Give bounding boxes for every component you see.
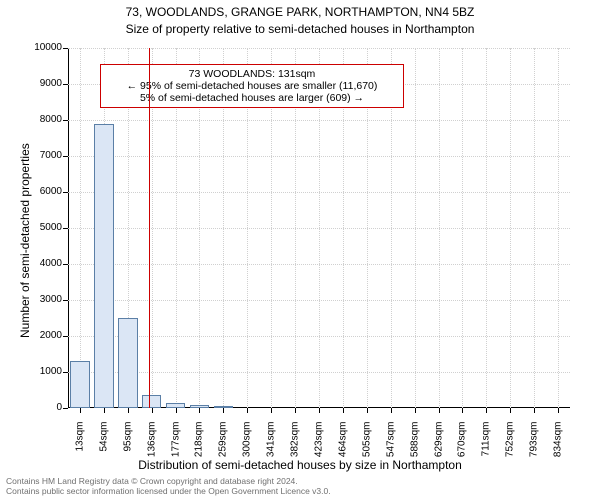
y-tick-mark xyxy=(63,120,68,121)
y-tick-mark xyxy=(63,192,68,193)
x-tick-mark xyxy=(271,408,272,413)
x-tick-mark xyxy=(319,408,320,413)
gridline-v xyxy=(558,48,559,408)
x-tick-label: 793sqm xyxy=(529,422,540,462)
gridline-v xyxy=(510,48,511,408)
x-tick-mark xyxy=(295,408,296,413)
y-tick-mark xyxy=(63,228,68,229)
x-tick-label: 670sqm xyxy=(457,422,468,462)
x-tick-mark xyxy=(247,408,248,413)
chart-title-line2: Size of property relative to semi-detach… xyxy=(0,22,600,36)
x-tick-label: 629sqm xyxy=(433,422,444,462)
x-tick-label: 341sqm xyxy=(266,422,277,462)
y-axis-label: Number of semi-detached properties xyxy=(18,143,32,338)
x-tick-mark xyxy=(223,408,224,413)
y-tick-mark xyxy=(63,264,68,265)
x-tick-mark xyxy=(439,408,440,413)
x-tick-label: 588sqm xyxy=(409,422,420,462)
gridline-v xyxy=(439,48,440,408)
x-tick-mark xyxy=(176,408,177,413)
x-tick-mark xyxy=(199,408,200,413)
property-marker-line xyxy=(149,48,150,408)
x-axis-label: Distribution of semi-detached houses by … xyxy=(0,458,600,472)
gridline-v xyxy=(80,48,81,408)
x-tick-label: 423sqm xyxy=(314,422,325,462)
histogram-bar xyxy=(118,318,138,408)
y-tick-label: 3000 xyxy=(2,294,62,305)
gridline-v xyxy=(462,48,463,408)
chart-root: 73, WOODLANDS, GRANGE PARK, NORTHAMPTON,… xyxy=(0,0,600,500)
annotation-line1: 73 WOODLANDS: 131sqm xyxy=(189,68,316,80)
y-tick-label: 4000 xyxy=(2,258,62,269)
x-tick-label: 834sqm xyxy=(553,422,564,462)
x-tick-label: 752sqm xyxy=(505,422,516,462)
histogram-bar xyxy=(142,395,162,408)
gridline-v xyxy=(486,48,487,408)
y-tick-label: 10000 xyxy=(2,42,62,53)
x-tick-label: 177sqm xyxy=(170,422,181,462)
y-tick-label: 5000 xyxy=(2,222,62,233)
x-tick-label: 711sqm xyxy=(481,422,492,462)
y-tick-label: 7000 xyxy=(2,150,62,161)
x-tick-label: 13sqm xyxy=(74,422,85,462)
x-tick-mark xyxy=(367,408,368,413)
annotation-line3: 5% of semi-detached houses are larger (6… xyxy=(140,92,364,104)
x-tick-label: 464sqm xyxy=(337,422,348,462)
x-tick-mark xyxy=(152,408,153,413)
x-tick-label: 382sqm xyxy=(290,422,301,462)
y-tick-label: 1000 xyxy=(2,366,62,377)
x-tick-label: 218sqm xyxy=(194,422,205,462)
x-tick-mark xyxy=(462,408,463,413)
x-tick-mark xyxy=(486,408,487,413)
y-tick-mark xyxy=(63,48,68,49)
histogram-bar xyxy=(166,403,186,408)
histogram-bar xyxy=(190,405,210,408)
y-tick-mark xyxy=(63,300,68,301)
x-tick-mark xyxy=(415,408,416,413)
x-tick-mark xyxy=(391,408,392,413)
y-tick-mark xyxy=(63,84,68,85)
x-tick-mark xyxy=(343,408,344,413)
histogram-bar xyxy=(70,361,90,408)
gridline-v xyxy=(415,48,416,408)
footer: Contains HM Land Registry data © Crown c… xyxy=(0,477,600,496)
y-tick-label: 2000 xyxy=(2,330,62,341)
x-tick-label: 547sqm xyxy=(385,422,396,462)
x-tick-mark xyxy=(510,408,511,413)
x-tick-label: 505sqm xyxy=(361,422,372,462)
y-tick-label: 8000 xyxy=(2,114,62,125)
x-tick-mark xyxy=(128,408,129,413)
x-tick-label: 54sqm xyxy=(98,422,109,462)
histogram-bar xyxy=(214,406,234,408)
x-tick-label: 136sqm xyxy=(146,422,157,462)
y-tick-mark xyxy=(63,408,68,409)
x-tick-mark xyxy=(534,408,535,413)
annotation-line2: ← 95% of semi-detached houses are smalle… xyxy=(127,80,378,92)
x-tick-mark xyxy=(104,408,105,413)
x-tick-label: 300sqm xyxy=(242,422,253,462)
x-tick-label: 95sqm xyxy=(122,422,133,462)
y-tick-mark xyxy=(63,372,68,373)
y-tick-label: 9000 xyxy=(2,78,62,89)
annotation-box: 73 WOODLANDS: 131sqm ← 95% of semi-detac… xyxy=(100,64,404,108)
y-tick-label: 6000 xyxy=(2,186,62,197)
y-tick-mark xyxy=(63,156,68,157)
footer-line2: Contains public sector information licen… xyxy=(6,487,600,497)
x-tick-mark xyxy=(558,408,559,413)
histogram-bar xyxy=(94,124,114,408)
y-tick-mark xyxy=(63,336,68,337)
x-tick-mark xyxy=(80,408,81,413)
x-tick-label: 259sqm xyxy=(218,422,229,462)
gridline-v xyxy=(534,48,535,408)
y-tick-label: 0 xyxy=(2,402,62,413)
chart-title-line1: 73, WOODLANDS, GRANGE PARK, NORTHAMPTON,… xyxy=(0,5,600,19)
